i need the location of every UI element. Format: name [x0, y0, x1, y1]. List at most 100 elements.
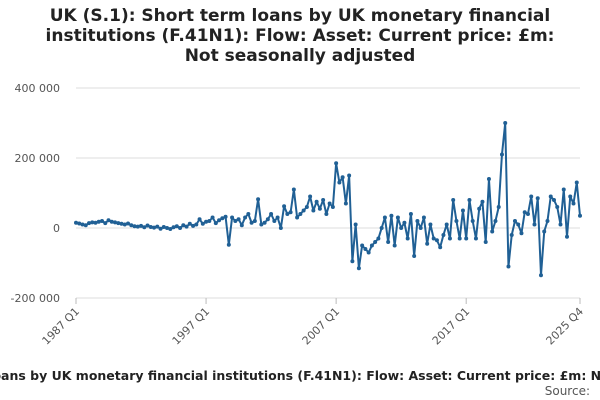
chart-title: UK (S.1): Short term loans by UK monetar…: [45, 6, 555, 66]
point: [191, 223, 196, 228]
line: [75, 122, 581, 277]
point: [243, 215, 248, 220]
point: [382, 215, 387, 220]
point: [126, 221, 131, 226]
point: [568, 194, 573, 199]
point: [262, 220, 267, 225]
point: [330, 205, 335, 209]
point: [428, 222, 433, 227]
point: [275, 215, 280, 220]
x-tick-label: 1987 Q1: [40, 305, 83, 348]
point: [441, 233, 446, 237]
point: [171, 225, 176, 230]
point: [145, 223, 150, 228]
point: [87, 221, 92, 226]
point: [444, 222, 449, 227]
point: [80, 222, 85, 227]
point: [324, 212, 329, 216]
point: [516, 222, 521, 227]
point: [113, 220, 118, 225]
point: [438, 245, 443, 250]
point: [486, 177, 491, 181]
point: [548, 194, 553, 199]
x-tick-label: 2017 Q1: [430, 305, 473, 348]
y-tick-label: 200 000: [15, 152, 61, 165]
point: [464, 236, 469, 241]
point: [399, 226, 404, 230]
point: [538, 273, 543, 278]
point: [418, 226, 423, 230]
point: [308, 194, 313, 199]
point: [490, 229, 495, 234]
point: [473, 236, 478, 241]
point: [132, 224, 137, 229]
point: [256, 197, 261, 202]
point: [74, 220, 78, 225]
point: [503, 121, 508, 125]
point: [301, 208, 306, 213]
point: [197, 217, 202, 222]
point: [434, 238, 439, 243]
point: [233, 219, 238, 223]
point: [109, 219, 114, 224]
point: [578, 213, 582, 218]
point: [373, 240, 378, 244]
point: [259, 222, 264, 227]
point: [317, 206, 322, 211]
point: [311, 208, 316, 213]
point: [217, 218, 222, 223]
point: [506, 264, 511, 269]
point: [509, 233, 514, 237]
point: [100, 219, 105, 223]
point: [408, 212, 413, 216]
point: [522, 210, 527, 215]
point: [425, 241, 430, 246]
point: [451, 198, 456, 202]
point: [386, 240, 391, 244]
point: [139, 223, 144, 228]
point: [187, 221, 192, 226]
point: [356, 266, 361, 271]
point: [545, 219, 550, 223]
point: [405, 236, 410, 241]
point: [178, 226, 183, 230]
point: [525, 212, 530, 216]
point: [457, 236, 462, 241]
point: [477, 206, 482, 211]
point: [467, 198, 472, 202]
point: [246, 212, 251, 216]
point: [278, 226, 283, 230]
point: [174, 224, 179, 229]
point: [379, 226, 384, 230]
point: [152, 225, 157, 230]
point: [129, 223, 134, 228]
point: [366, 250, 371, 255]
point: [282, 204, 287, 209]
point: [551, 198, 556, 202]
point: [90, 220, 95, 225]
point: [483, 240, 488, 244]
point: [265, 217, 270, 222]
point: [512, 219, 517, 223]
point: [431, 236, 436, 241]
source: Source:: [545, 384, 590, 398]
point: [220, 216, 225, 221]
y-tick-label: 0: [53, 222, 60, 235]
point: [135, 224, 140, 229]
point: [496, 205, 501, 209]
point: [122, 222, 127, 227]
point: [204, 219, 209, 224]
y-tick-label: 400 000: [15, 82, 61, 95]
point: [389, 213, 394, 218]
point: [350, 259, 355, 264]
point: [285, 212, 290, 216]
point: [493, 219, 498, 223]
point: [236, 217, 241, 222]
point: [558, 222, 563, 227]
point: [337, 180, 342, 185]
point: [83, 223, 88, 228]
point: [161, 224, 166, 229]
point: [480, 199, 485, 204]
point: [304, 205, 309, 209]
